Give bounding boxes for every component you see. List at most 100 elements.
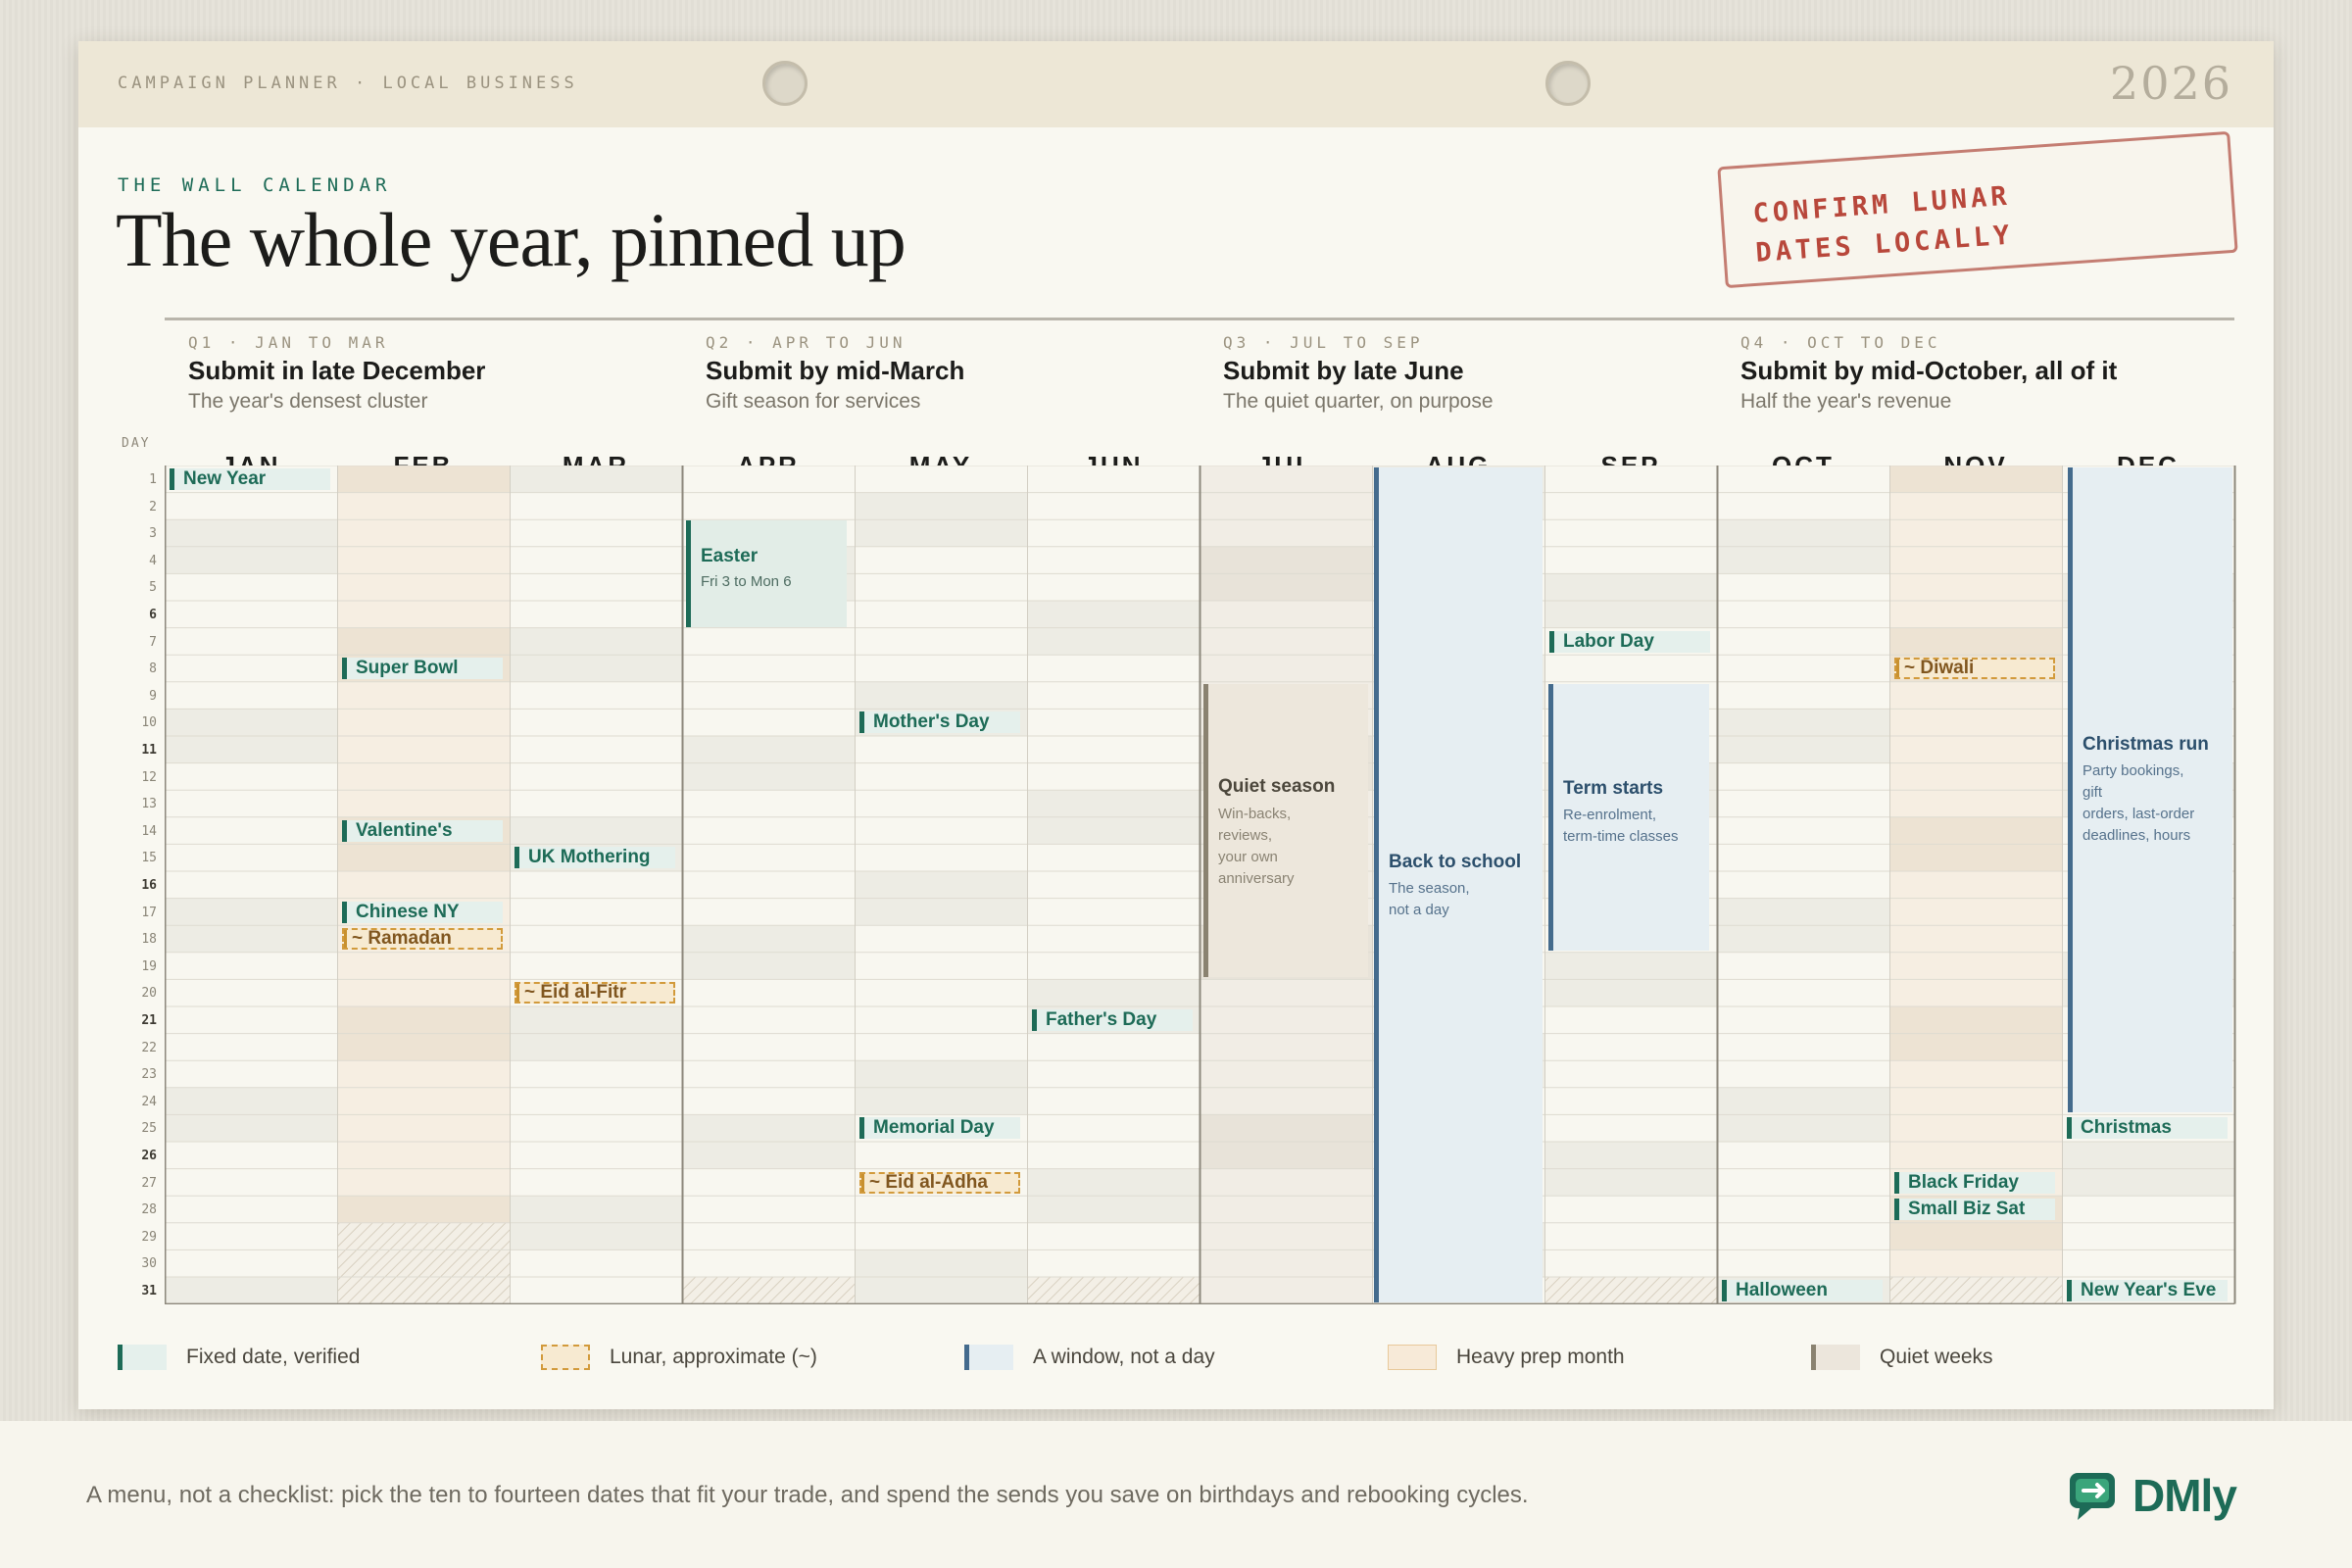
day-cell — [1027, 709, 1200, 736]
day-number: 22 — [141, 1040, 157, 1055]
easter-window[interactable]: Easter Fri 3 to Mon 6 — [686, 520, 847, 627]
fixed-date-marker[interactable]: Super Bowl — [342, 658, 503, 680]
day-cell — [1717, 1033, 1889, 1061]
weekend-cell — [165, 736, 337, 763]
weekend-cell — [1717, 1087, 1889, 1115]
day-cell — [1027, 492, 1200, 520]
day-number: 9 — [149, 688, 157, 704]
term-starts-window[interactable]: Term starts Re-enrolment, term-time classe… — [1548, 683, 1709, 951]
day-cell — [855, 1033, 1027, 1061]
lunar-date-marker[interactable]: ~ Eid al-Fitr — [514, 982, 675, 1004]
day-cell — [1717, 573, 1889, 601]
day-cell — [1889, 736, 2062, 763]
day-cell — [855, 925, 1027, 953]
legend-item-fixed: Fixed date, verified — [118, 1338, 360, 1377]
brand-logo[interactable]: DMly — [2068, 1466, 2237, 1525]
day-cell — [1544, 1196, 1717, 1223]
day-cell — [165, 1222, 337, 1250]
day-cell — [337, 1142, 510, 1169]
lunar-date-marker[interactable]: ~ Ramadan — [342, 928, 503, 951]
day-cell — [1717, 844, 1889, 871]
day-cell — [337, 519, 510, 547]
fixed-date-marker[interactable]: Small Biz Sat — [1894, 1199, 2055, 1221]
fixed-date-marker[interactable]: Father's Day — [1032, 1009, 1193, 1031]
weekend-cell — [337, 844, 510, 871]
day-number: 17 — [141, 905, 157, 920]
day-cell — [1717, 466, 1889, 493]
day-cell — [855, 573, 1027, 601]
day-cell — [510, 601, 682, 628]
day-cell — [510, 681, 682, 710]
day-cell — [682, 466, 855, 493]
weekend-cell — [682, 736, 855, 763]
fixed-date-marker[interactable]: New Year — [170, 468, 330, 490]
day-cell — [855, 762, 1027, 791]
fixed-date-marker[interactable]: Valentine's — [342, 819, 503, 842]
day-cell — [1717, 871, 1889, 899]
day-number: 24 — [141, 1094, 157, 1109]
day-cell — [337, 952, 510, 980]
day-cell — [1200, 601, 1372, 628]
lunar-date-marker[interactable]: ~ Diwali — [1894, 658, 2055, 680]
fixed-date-marker[interactable]: Mother's Day — [859, 711, 1020, 734]
day-cell — [682, 1087, 855, 1115]
legend-label: A window, not a day — [1033, 1346, 1215, 1368]
christmas-run-window[interactable]: Christmas run Party bookings, gift orders, … — [2068, 467, 2232, 1113]
back-to-school-window[interactable]: Back to school The season, not a day — [1374, 467, 1543, 1302]
fixed-date-marker[interactable]: Halloween — [1722, 1280, 1883, 1301]
fixed-date-marker[interactable]: Christmas — [2067, 1117, 2228, 1140]
day-cell — [1200, 466, 1372, 493]
day-cell — [337, 546, 510, 574]
day-cell — [510, 925, 682, 953]
weekend-cell — [1889, 844, 2062, 871]
fixed-date-marker[interactable]: New Year's Eve — [2067, 1280, 2228, 1301]
day-cell — [1200, 979, 1372, 1006]
day-cell — [1717, 1250, 1889, 1277]
quarter-rule — [165, 318, 2234, 320]
lunar-date-marker[interactable]: ~ Eid al-Adha — [859, 1171, 1020, 1194]
fixed-date-marker[interactable]: Memorial Day — [859, 1117, 1020, 1140]
day-cell — [510, 546, 682, 574]
day-cell — [165, 979, 337, 1006]
quarter-title: Submit in late December — [188, 356, 486, 385]
day-cell — [165, 1006, 337, 1034]
fixed-date-marker[interactable]: Labor Day — [1549, 630, 1710, 653]
day-number: 16 — [141, 878, 157, 893]
day-cell — [1889, 1114, 2062, 1142]
weekend-cell — [510, 1033, 682, 1061]
day-cell — [1889, 1250, 2062, 1277]
day-cell — [1717, 1142, 1889, 1169]
day-cell — [682, 1222, 855, 1250]
fixed-date-marker[interactable]: Black Friday — [1894, 1171, 2055, 1194]
day-cell — [1200, 1250, 1372, 1277]
day-cell — [165, 681, 337, 710]
day-cell — [1027, 1222, 1200, 1250]
day-number: 20 — [141, 986, 157, 1002]
day-cell — [2062, 1222, 2234, 1250]
day-cell — [1027, 1142, 1200, 1169]
day-cell — [1544, 1222, 1717, 1250]
day-number: 28 — [141, 1202, 157, 1218]
fixed-date-marker[interactable]: Chinese NY — [342, 901, 503, 923]
term-starts-window-subtitle: Re-enrolment, term-time classes — [1563, 806, 1679, 845]
pin-hole-icon — [1545, 61, 1591, 106]
fixed-date-marker[interactable]: UK Mothering — [514, 847, 675, 869]
weekend-cell — [1027, 1196, 1200, 1223]
day-cell — [337, 979, 510, 1006]
day-cell — [1200, 1033, 1372, 1061]
day-number: 26 — [141, 1149, 157, 1163]
day-cell — [855, 790, 1027, 817]
easter-window-subtitle: Fri 3 to Mon 6 — [701, 573, 792, 591]
day-number: 18 — [141, 932, 157, 948]
quarter-kicker: Q2 · APR TO JUN — [706, 333, 906, 352]
weekend-cell — [1717, 736, 1889, 763]
weekend-cell — [1717, 709, 1889, 736]
weekend-cell — [1889, 627, 2062, 656]
day-number: 11 — [141, 743, 157, 758]
quarter-kicker: Q1 · JAN TO MAR — [188, 333, 389, 352]
day-cell — [1889, 979, 2062, 1006]
quiet-season-window-title: Quiet season — [1218, 775, 1336, 797]
quarter-header-q4: Q4 · OCT TO DEC Submit by mid-October, a… — [1740, 333, 2289, 414]
quiet-season-window[interactable]: Quiet season Win-backs, reviews, your own an… — [1203, 683, 1368, 978]
day-cell — [1717, 1006, 1889, 1034]
